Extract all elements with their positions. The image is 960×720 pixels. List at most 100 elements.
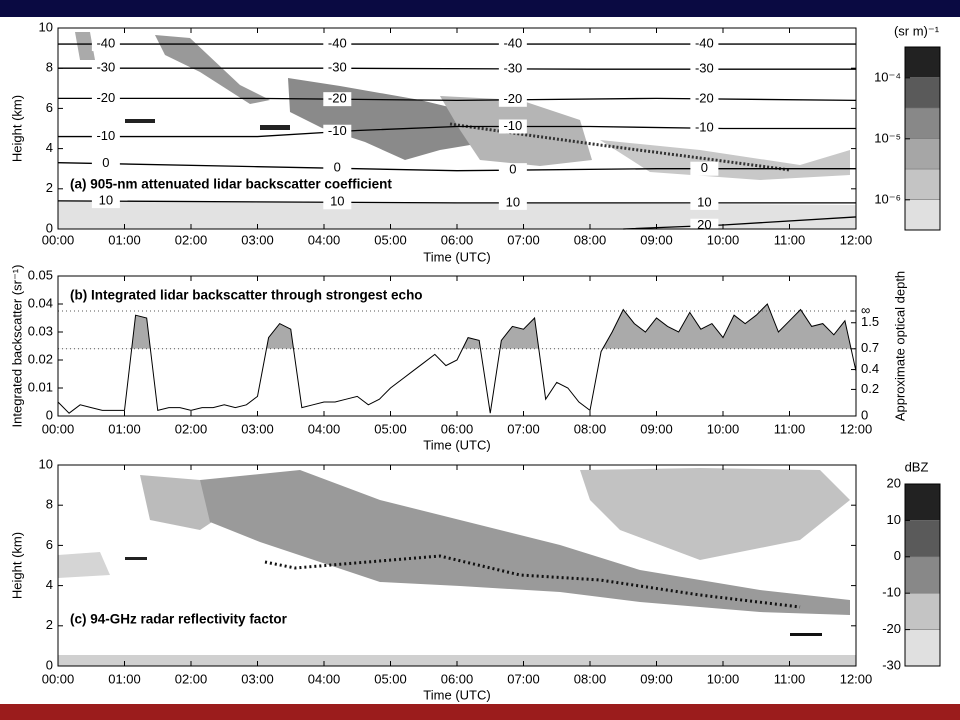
isotherm-label-bg	[323, 37, 352, 52]
isotherm	[58, 125, 856, 138]
y-tick-label: 2	[46, 180, 53, 195]
x-tick-label: 03:00	[241, 421, 274, 436]
y-tick-label: 6	[46, 100, 53, 115]
colorbar-tick-label: 10⁻⁵	[874, 130, 901, 145]
radar-image	[58, 468, 856, 666]
colorbar-tick-label: 20	[887, 475, 901, 490]
colorbar-title: dBZ	[905, 459, 929, 474]
isotherm-label: -40	[503, 36, 522, 51]
isotherm	[57, 162, 856, 172]
panel-title: (a) 905-nm attenuated lidar backscatter …	[70, 177, 392, 192]
colorbar-band	[904, 592, 941, 630]
isotherm-label: -30	[503, 60, 522, 75]
colorbar-band	[904, 46, 941, 78]
isotherm-label-bg	[91, 37, 120, 52]
y-tick-label: 8	[46, 60, 53, 75]
isotherm-label: -20	[503, 91, 522, 106]
isotherm-label: -30	[328, 60, 347, 75]
isotherm-label-bg	[498, 195, 527, 210]
y-tick-label: 0	[46, 657, 53, 672]
isotherm-label: -20	[328, 91, 347, 106]
lidar-cloud-base	[264, 554, 801, 609]
x-tick-label: 11:00	[774, 671, 806, 686]
isotherm-label-bg	[91, 61, 120, 76]
x-tick-label: 10:00	[707, 421, 740, 436]
x-tick-label: 09:00	[640, 421, 673, 436]
isotherm	[58, 97, 857, 102]
isotherm-label: -30	[96, 60, 115, 75]
x-tick-label: 00:00	[42, 421, 75, 436]
x-tick-label: 02:00	[175, 232, 208, 247]
x-tick-label: 08:00	[574, 232, 607, 247]
x-tick-label: 12:00	[840, 232, 873, 247]
x-tick-label: 02:00	[175, 671, 208, 686]
colorbar-frame	[904, 483, 941, 667]
x-tick-label: 02:00	[175, 421, 208, 436]
y2-tick-label: 0.4	[861, 361, 879, 376]
isotherm	[58, 67, 856, 70]
panel-title: (b) Integrated lidar backscatter through…	[70, 288, 423, 303]
isotherm-label: -40	[96, 36, 115, 51]
x-tick-label: 10:00	[707, 671, 740, 686]
y-tick-label: 0.02	[28, 351, 53, 366]
lidar-cloud-base	[790, 633, 822, 636]
y-tick-label: 0.01	[28, 379, 53, 394]
y2-tick-label: 0	[861, 407, 868, 422]
colorbar-band	[904, 168, 941, 200]
y-tick-label: 2	[46, 617, 53, 632]
isotherm-label-bg	[690, 91, 719, 106]
x-tick-label: 06:00	[441, 232, 474, 247]
data-line	[57, 303, 857, 414]
echo-region	[260, 125, 290, 130]
y-tick-label: 10	[39, 19, 53, 34]
colorbar-tick-label: 10⁻⁶	[874, 191, 901, 206]
isotherm-label-bg	[323, 92, 352, 107]
x-axis-label: Time (UTC)	[423, 687, 490, 702]
isotherm	[57, 200, 856, 204]
x-tick-label: 09:00	[640, 232, 673, 247]
colorbar-band	[904, 629, 941, 667]
x-tick-label: 08:00	[574, 671, 607, 686]
isotherm-label: 0	[509, 162, 516, 177]
y-axis-label: Integrated backscatter (sr⁻¹)	[9, 265, 24, 428]
colorbar-band	[904, 483, 941, 521]
isotherm-label: 20	[697, 217, 711, 232]
ground-clutter	[58, 655, 856, 666]
y2-tick-label: 0.2	[861, 381, 879, 396]
x-tick-label: 05:00	[374, 232, 407, 247]
isotherm-label-bg	[690, 121, 719, 136]
colorbar-title: (sr m)⁻¹	[894, 23, 940, 38]
x-tick-label: 10:00	[707, 232, 740, 247]
isotherm-label-bg	[690, 62, 719, 77]
y2-axis-label: Approximate optical depth	[892, 271, 907, 421]
y-tick-label: 0.05	[28, 267, 53, 282]
x-tick-label: 11:00	[774, 232, 806, 247]
isotherm-label: 10	[99, 193, 113, 208]
y2-tick-label: 0.7	[861, 340, 879, 355]
x-tick-label: 03:00	[241, 671, 274, 686]
isotherm-label-bg	[91, 194, 120, 209]
isotherm-label: 10	[506, 194, 520, 209]
y2-tick-label: 1.5	[861, 314, 879, 329]
echo-region	[125, 557, 147, 560]
isotherm-label-bg	[690, 37, 719, 52]
isotherm-label-bg	[498, 119, 527, 134]
x-tick-label: 11:00	[774, 421, 806, 436]
isotherm-label-bg	[323, 161, 352, 176]
x-axis-label: Time (UTC)	[423, 437, 490, 452]
x-axis-label: Time (UTC)	[423, 249, 490, 264]
isotherm-label-bg	[91, 129, 120, 144]
isotherm-label-bg	[91, 91, 120, 106]
isotherm-label: 0	[334, 160, 341, 175]
x-tick-label: 01:00	[108, 671, 141, 686]
isotherm-label: 10	[697, 194, 711, 209]
colorbar-band	[904, 138, 941, 170]
isotherm-label: -10	[695, 120, 714, 135]
y-tick-label: 4	[46, 577, 53, 592]
y-axis-label: Height (km)	[9, 532, 24, 599]
x-tick-label: 04:00	[308, 232, 341, 247]
x-tick-label: 12:00	[840, 421, 873, 436]
isotherm-label: -20	[695, 90, 714, 105]
colorbar-band	[904, 520, 941, 558]
